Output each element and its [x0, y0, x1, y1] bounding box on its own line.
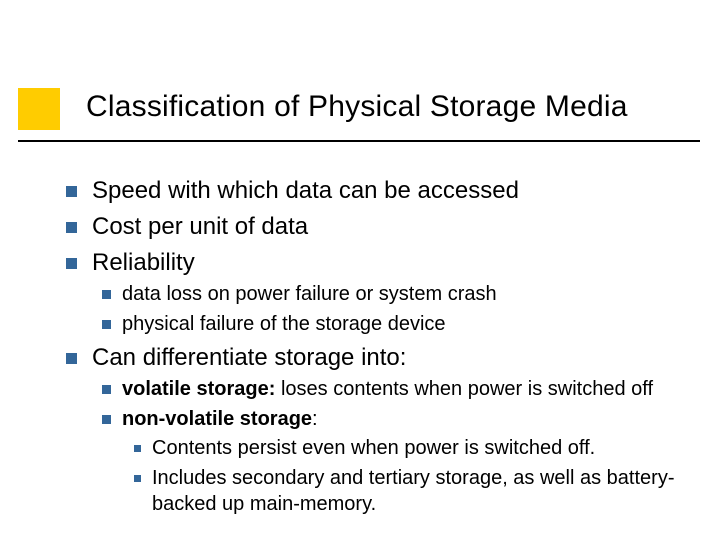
- list-text: loses contents when power is switched of…: [275, 378, 653, 400]
- bullet-list-level-2: data loss on power failure or system cra…: [92, 282, 700, 337]
- list-text: Reliability: [92, 249, 195, 276]
- bullet-list-level-2: volatile storage: loses contents when po…: [92, 377, 700, 517]
- list-item: Reliability data loss on power failure o…: [60, 248, 700, 337]
- slide-body: Speed with which data can be accessed Co…: [60, 176, 700, 523]
- list-text: data loss on power failure or system cra…: [122, 283, 497, 305]
- list-item: non-volatile storage: Contents persist e…: [92, 407, 700, 517]
- bullet-list-level-1: Speed with which data can be accessed Co…: [60, 176, 700, 517]
- list-text: Speed with which data can be accessed: [92, 177, 519, 204]
- list-text: physical failure of the storage device: [122, 313, 446, 335]
- slide: Classification of Physical Storage Media…: [0, 0, 720, 540]
- list-item: data loss on power failure or system cra…: [92, 282, 700, 308]
- list-item: physical failure of the storage device: [92, 312, 700, 338]
- list-text: Contents persist even when power is swit…: [152, 437, 595, 459]
- list-item: Speed with which data can be accessed: [60, 176, 700, 206]
- title-accent-square: [18, 88, 60, 130]
- list-text-bold: non-volatile storage: [122, 408, 312, 430]
- list-item: Can differentiate storage into: volatile…: [60, 343, 700, 517]
- list-text: Can differentiate storage into:: [92, 344, 406, 371]
- list-text: Cost per unit of data: [92, 213, 308, 240]
- list-item: Includes secondary and tertiary storage,…: [122, 466, 700, 517]
- title-rule: [18, 140, 700, 142]
- title-block: Classification of Physical Storage Media: [86, 90, 710, 124]
- bullet-list-level-3: Contents persist even when power is swit…: [122, 436, 700, 517]
- list-item: volatile storage: loses contents when po…: [92, 377, 700, 403]
- list-text: Includes secondary and tertiary storage,…: [152, 467, 674, 515]
- list-item: Contents persist even when power is swit…: [122, 436, 700, 462]
- list-text: :: [312, 408, 318, 430]
- list-item: Cost per unit of data: [60, 212, 700, 242]
- slide-title: Classification of Physical Storage Media: [86, 90, 710, 124]
- list-text-bold: volatile storage:: [122, 378, 275, 400]
